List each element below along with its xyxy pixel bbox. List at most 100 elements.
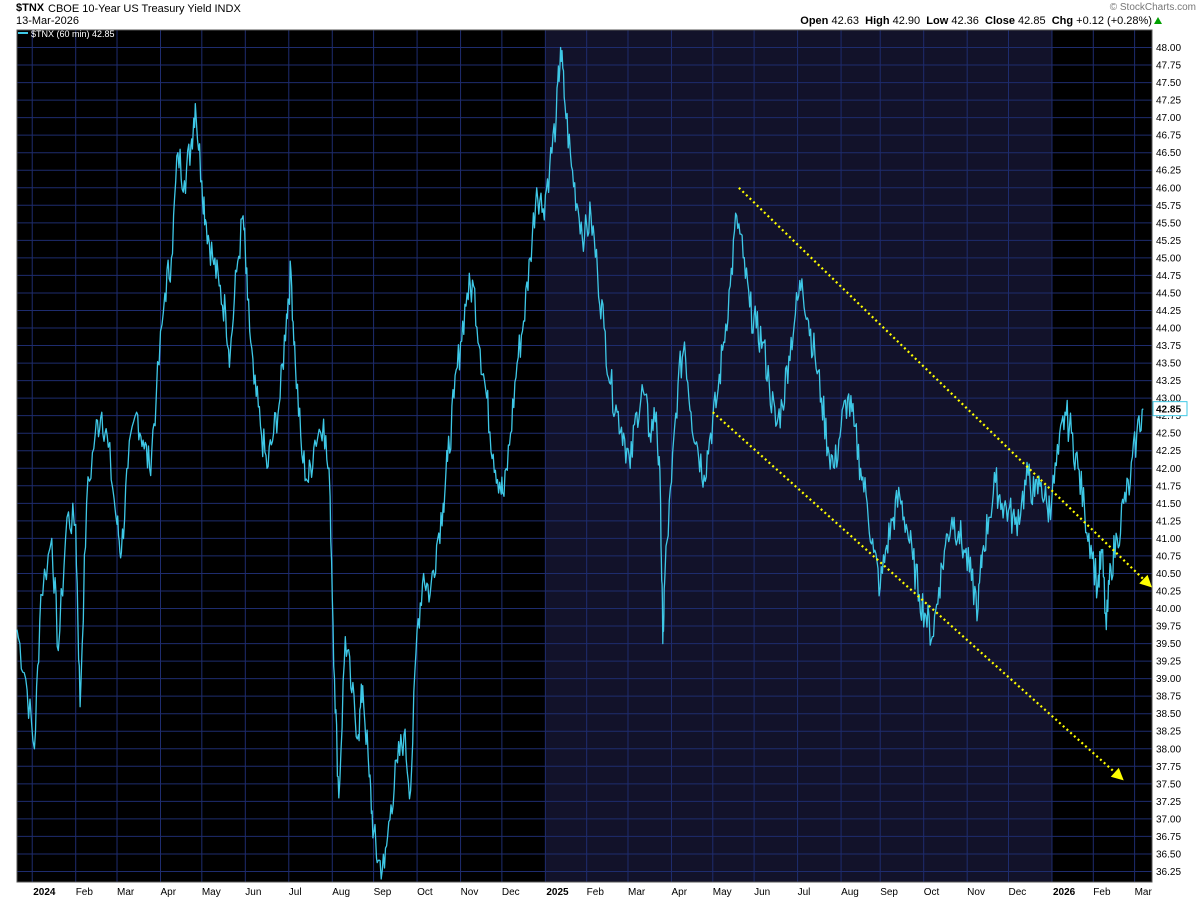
- close-value: 42.85: [1018, 15, 1046, 27]
- y-tick-label: 40.75: [1156, 551, 1181, 562]
- y-tick-label: 41.75: [1156, 481, 1181, 492]
- y-tick-label: 40.00: [1156, 604, 1181, 615]
- low-label: Low: [926, 15, 949, 27]
- plot-background: [0, 28, 1200, 900]
- x-tick-label: 2025: [546, 887, 569, 898]
- x-tick-label: Jul: [289, 887, 302, 898]
- last-price-label: 42.85: [1156, 405, 1181, 416]
- y-tick-label: 36.75: [1156, 832, 1181, 843]
- x-axis: 2024 Feb Mar Apr May Jun Jul Aug Sep Oct Nov Dec 202…: [33, 887, 1152, 898]
- yield-line: [16, 46, 1144, 880]
- brand-watermark[interactable]: © StockCharts.com: [1109, 2, 1196, 13]
- x-tick-label: Sep: [374, 887, 392, 898]
- change-label: Chg: [1051, 15, 1074, 27]
- y-tick-label: 38.00: [1156, 744, 1181, 755]
- x-tick-label: Feb: [76, 887, 94, 898]
- last-price-box: [1152, 401, 1188, 417]
- legend: $TNX (60 min) 42.85: [18, 29, 115, 39]
- y-tick-label: 37.25: [1156, 797, 1181, 808]
- x-tick-label: Aug: [841, 887, 859, 898]
- legend-swatch: [18, 32, 28, 34]
- y-tick-label: 44.25: [1156, 306, 1181, 317]
- y-tick-label: 44.50: [1156, 288, 1181, 299]
- trendline-upper: [738, 186, 1145, 580]
- x-tick-label: Mar: [628, 887, 646, 898]
- y-tick-label: 42.50: [1156, 429, 1181, 440]
- y-tick-label: 43.00: [1156, 394, 1181, 405]
- high-value: 42.90: [892, 15, 921, 27]
- x-tick-label: Oct: [417, 887, 433, 898]
- y-tick-label: 44.75: [1156, 271, 1181, 282]
- y-tick-label: 38.25: [1156, 727, 1181, 738]
- chart-date: 13-Mar-2026: [16, 15, 79, 27]
- x-tick-label: 2026: [1053, 887, 1076, 898]
- trend-arrow-icon: [1110, 767, 1124, 781]
- legend-label: $TNX (60 min) 42.85: [31, 29, 115, 39]
- x-tick-label: Nov: [461, 887, 479, 898]
- x-tick-label: Dec: [502, 887, 520, 898]
- y-tick-label: 41.25: [1156, 516, 1181, 527]
- y-tick-label: 41.00: [1156, 534, 1181, 545]
- high-label: High: [865, 15, 890, 27]
- x-tick-label: Mar: [1135, 887, 1153, 898]
- y-tick-label: 43.50: [1156, 359, 1181, 370]
- x-tick-label: May: [202, 887, 221, 898]
- trend-arrow-icon: [1139, 574, 1152, 588]
- y-axis: 36.25 36.50 36.75 37.00 37.25 37.50 37.75 38.00…: [1152, 43, 1188, 878]
- y-tick-label: 39.25: [1156, 657, 1181, 668]
- x-tick-label: Nov: [967, 887, 985, 898]
- y-tick-label: 36.25: [1156, 867, 1181, 878]
- symbol-label: $TNX: [16, 2, 45, 14]
- plot-border: [16, 29, 1153, 883]
- y-tick-label: 40.50: [1156, 569, 1181, 580]
- chart-header: $TNX CBOE 10-Year US Treasury Yield INDX…: [0, 0, 1200, 28]
- y-tick-label: 45.50: [1156, 218, 1181, 229]
- y-tick-label: 37.50: [1156, 779, 1181, 790]
- y-tick-label: 40.25: [1156, 586, 1181, 597]
- y-tick-label: 45.25: [1156, 236, 1181, 247]
- y-tick-label: 46.00: [1156, 183, 1181, 194]
- year-2025-shading: [545, 30, 1052, 882]
- symbol-description: CBOE 10-Year US Treasury Yield INDX: [48, 3, 241, 15]
- price-chart[interactable]: 36.25 36.50 36.75 37.00 37.25 37.50 37.75 38.00…: [0, 28, 1200, 900]
- y-tick-label: 47.00: [1156, 113, 1181, 124]
- x-tick-label: Feb: [1093, 887, 1111, 898]
- y-tick-label: 46.50: [1156, 148, 1181, 159]
- change-up-arrow-icon: [1154, 17, 1162, 24]
- trendlines: [712, 186, 1152, 781]
- ohlc-readout: Open 42.63 High 42.90 Low 42.36 Close 42…: [800, 15, 1152, 27]
- close-label: Close: [985, 15, 1015, 27]
- y-tick-label: 41.50: [1156, 499, 1181, 510]
- y-tick-label: 39.00: [1156, 674, 1181, 685]
- y-tick-label: 42.00: [1156, 464, 1181, 475]
- y-tick-label: 36.50: [1156, 849, 1181, 860]
- x-tick-label: Jun: [245, 887, 261, 898]
- y-tick-label: 43.25: [1156, 376, 1181, 387]
- open-label: Open: [800, 15, 829, 27]
- x-tick-label: May: [713, 887, 732, 898]
- y-tick-label: 45.00: [1156, 253, 1181, 264]
- low-value: 42.36: [951, 15, 979, 27]
- x-tick-label: Feb: [587, 887, 605, 898]
- x-tick-label: 2024: [33, 887, 56, 898]
- y-tick-label: 37.00: [1156, 814, 1181, 825]
- change-value: +0.12 (+0.28%): [1076, 15, 1152, 27]
- y-tick-label: 44.00: [1156, 324, 1181, 335]
- y-tick-label: 48.00: [1156, 43, 1181, 54]
- x-tick-label: Mar: [117, 887, 135, 898]
- open-value: 42.63: [831, 15, 859, 27]
- y-tick-label: 39.50: [1156, 639, 1181, 650]
- x-tick-label: Sep: [880, 887, 898, 898]
- x-tick-label: Oct: [924, 887, 940, 898]
- y-tick-label: 39.75: [1156, 622, 1181, 633]
- y-tick-label: 38.50: [1156, 709, 1181, 720]
- x-tick-label: Dec: [1008, 887, 1026, 898]
- y-tick-label: 43.75: [1156, 341, 1181, 352]
- y-tick-label: 42.75: [1156, 411, 1181, 422]
- y-tick-label: 47.25: [1156, 96, 1181, 107]
- x-tick-label: Jul: [798, 887, 811, 898]
- y-tick-label: 47.50: [1156, 78, 1181, 89]
- y-tick-label: 47.75: [1156, 61, 1181, 72]
- grid-lines: [16, 29, 1153, 883]
- y-tick-label: 37.75: [1156, 762, 1181, 773]
